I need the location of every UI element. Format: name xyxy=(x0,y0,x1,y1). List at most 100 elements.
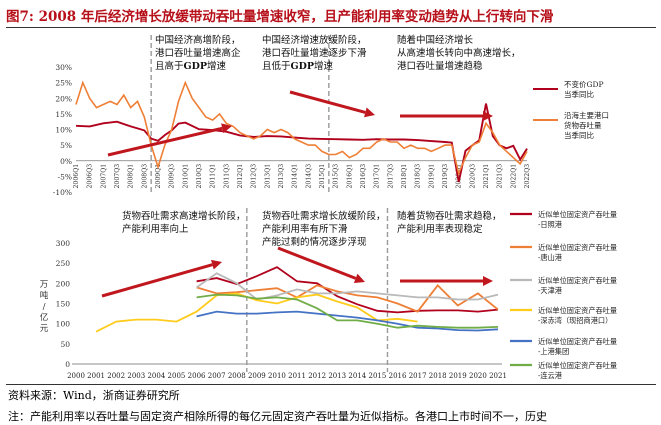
annotation-slowdown-line: 中国经济增速放缓阶段， xyxy=(262,34,367,46)
annotation-slowdown-line: 且低于GDP增速 xyxy=(262,60,334,72)
x-tick-label: 2012Q1 xyxy=(237,164,244,189)
legend-label: -连云港 xyxy=(538,371,563,380)
y-tick-label: 0 xyxy=(65,360,70,369)
annotation-stabilize-line: 从高速增长转向中高速增长， xyxy=(397,47,521,59)
x-tick-label: 2006 xyxy=(188,372,206,380)
legend-label: -唐山港 xyxy=(538,253,563,262)
legend-label: 不变价GDP xyxy=(564,79,604,89)
x-tick-label: 2014 xyxy=(348,372,366,380)
annotation-demand-slowdown-line: 产能利用率有所下滑 xyxy=(262,223,348,235)
x-tick-label: 2013 xyxy=(328,372,346,380)
y-axis-label: 亿 xyxy=(40,312,49,323)
y-tick-label: 50 xyxy=(60,340,70,349)
arrow-utilization-down xyxy=(277,246,357,280)
x-tick-label: 2021Q3 xyxy=(497,164,504,189)
series-line-shenchiwan xyxy=(95,292,418,333)
x-tick-label: 2006Q3 xyxy=(87,164,94,189)
y-tick-label: 150 xyxy=(56,300,71,309)
x-tick-label: 2016Q3 xyxy=(360,164,367,189)
annotation-demand-growth-line: 货物吞吐需求高速增长阶段， xyxy=(122,210,246,222)
y-tick-label: 10% xyxy=(55,126,72,135)
legend-label: 货物吞吐量 xyxy=(564,120,602,130)
x-tick-label: 2012 xyxy=(308,372,326,380)
footnote: 注：产能利用率以吞吐量与固定资产相除所得的每亿元固定资产吞吐量为近似指标。各港口… xyxy=(8,410,547,423)
legend-label: 近似单位固定资产吞吐量 xyxy=(538,210,617,219)
arrow-flat-trend-head xyxy=(483,111,493,121)
legend-label: 当季同比 xyxy=(564,89,594,99)
x-tick-label: 2009Q3 xyxy=(169,164,176,189)
series-line-tianjin xyxy=(196,272,499,301)
gdp-throughput-chart: 30% 25% 20% 15% 10% 5% 0% -5% -10%2006Q1 2006Q3 20… xyxy=(53,34,609,197)
annotation-stabilize-line: 随着中国经济增长 xyxy=(397,34,474,46)
y-axis-label: 元 xyxy=(40,324,49,334)
x-tick-label: 2011Q1 xyxy=(210,164,217,189)
x-tick-label: 2010Q1 xyxy=(182,164,189,189)
x-tick-label: 2012Q3 xyxy=(251,164,258,189)
x-tick-label: 2008Q1 xyxy=(128,164,135,189)
x-tick-label: 2008Q3 xyxy=(141,164,148,189)
x-tick-label: 2010 xyxy=(268,372,286,380)
legend-label: 当季同比 xyxy=(564,130,594,140)
y-tick-label: 100 xyxy=(56,320,71,329)
y-tick-label: 30% xyxy=(55,63,72,72)
x-tick-label: 2021 xyxy=(489,372,507,380)
annotation-demand-slowdown-line: 产能过剩的情况逐步浮现 xyxy=(262,236,367,248)
x-tick-label: 2007Q1 xyxy=(100,164,107,189)
x-tick-label: 2016 xyxy=(389,372,407,380)
x-tick-label: 2007Q3 xyxy=(114,164,121,189)
title-divider xyxy=(6,27,656,28)
arrow-utilization-up xyxy=(101,263,213,298)
y-tick-label: 250 xyxy=(56,259,71,268)
x-tick-label: 2001 xyxy=(87,372,105,380)
series-line-sipg xyxy=(196,310,499,332)
x-tick-label: 2014Q3 xyxy=(305,164,312,189)
legend-label: 近似单位固定资产吞吐量 xyxy=(538,243,617,252)
arrow-up-trend-head xyxy=(221,123,232,134)
y-axis-label: 吨 xyxy=(40,290,49,301)
x-tick-label: 2002 xyxy=(107,372,125,380)
x-tick-label: 2003 xyxy=(127,372,145,380)
figure-title: 图7: 2008 年后经济增长放缓带动吞吐量增速收窄，且产能利用率变动趋势从上行… xyxy=(6,9,554,25)
x-tick-label: 2008 xyxy=(228,372,246,380)
x-tick-label: 2017Q3 xyxy=(387,164,394,189)
x-tick-label: 2013Q3 xyxy=(278,164,285,189)
x-tick-label: 2017 xyxy=(409,372,427,380)
legend-label: 近似单位固定资产吞吐量 xyxy=(538,276,617,285)
x-tick-label: 2018Q3 xyxy=(415,164,422,189)
series-line-lianyungang xyxy=(196,293,499,329)
x-tick-label: 2011 xyxy=(288,372,306,380)
legend-label: -深赤湾（现招商港口） xyxy=(538,316,612,325)
annotation-demand-stable-line: 产能利用率表现稳定 xyxy=(397,223,483,235)
y-tick-label: 0% xyxy=(60,157,72,166)
arrow-down-trend-head xyxy=(364,107,375,118)
annotation-demand-slowdown-line: 货物吞吐需求增长放缓阶段， xyxy=(262,210,386,222)
annotation-demand-stable-line: 随着货物吞吐需求趋稳， xyxy=(397,210,502,222)
legend-label: -上港集团 xyxy=(538,347,569,356)
y-tick-label: -10% xyxy=(53,188,72,197)
x-tick-label: 2016Q1 xyxy=(346,164,353,189)
x-tick-label: 2019Q1 xyxy=(428,164,435,189)
x-tick-label: 2015 xyxy=(369,372,387,380)
annotation-high-growth-line: 港口吞吐量增速高企 xyxy=(155,47,241,59)
legend-label: 近似单位固定资产吞吐量 xyxy=(538,361,617,370)
legend-label: 近似单位固定资产吞吐量 xyxy=(538,306,617,315)
y-axis-label: 万 xyxy=(40,280,49,290)
y-tick-label: 15% xyxy=(55,110,72,119)
legend-label: -日照港 xyxy=(538,220,563,229)
x-tick-label: 2009 xyxy=(248,372,266,380)
arrow-utilization-down-head xyxy=(353,273,365,284)
legend-label: 近似单位固定资产吞吐量 xyxy=(538,337,617,346)
y-axis-label: / xyxy=(43,302,46,312)
charts-canvas: 30% 25% 20% 15% 10% 5% 0% -5% -10%2006Q1 2006Q3 20… xyxy=(40,34,617,380)
x-tick-label: 2006Q1 xyxy=(73,164,80,189)
x-tick-label: 2000 xyxy=(67,372,85,380)
x-tick-label: 2019Q3 xyxy=(442,164,449,189)
annotation-high-growth-line: 且高于GDP增速 xyxy=(155,60,227,72)
x-tick-label: 2014Q1 xyxy=(292,164,299,189)
y-tick-label: 25% xyxy=(55,79,72,88)
arrow-utilization-up-head xyxy=(211,259,222,270)
x-tick-label: 2018 xyxy=(429,372,447,380)
annotation-slowdown-line: 港口吞吐量增速逐步下滑 xyxy=(262,47,367,59)
x-tick-label: 2022Q3 xyxy=(524,164,531,189)
